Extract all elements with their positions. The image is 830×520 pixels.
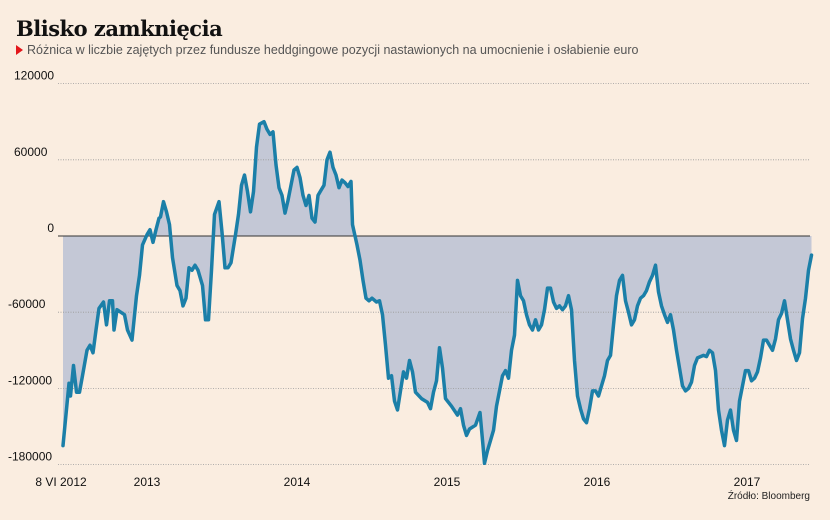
y-tick-label: -120000 [8, 373, 52, 387]
triangle-bullet-icon [16, 45, 23, 55]
subtitle-text: Różnica w liczbie zajętych przez fundusz… [27, 43, 639, 57]
y-tick-label: 60000 [14, 145, 48, 159]
y-tick-label: -60000 [8, 297, 46, 311]
y-tick-label: -180000 [8, 450, 52, 464]
source-note: Źródło: Bloomberg [727, 491, 810, 502]
y-tick-label: 0 [47, 221, 54, 235]
chart-subtitle: Różnica w liczbie zajętych przez fundusz… [16, 43, 638, 57]
area-fill [63, 121, 812, 464]
x-tick-label: 2017 [734, 475, 761, 489]
x-tick-label: 2013 [134, 475, 161, 489]
chart-title: Blisko zamknięcia [16, 16, 223, 41]
x-tick-label: 2016 [584, 475, 611, 489]
y-tick-label: 120000 [14, 69, 54, 83]
x-tick-label: 8 VI 2012 [35, 475, 87, 489]
x-tick-label: 2014 [284, 475, 311, 489]
x-tick-label: 2015 [434, 475, 461, 489]
series-line [61, 119, 814, 466]
